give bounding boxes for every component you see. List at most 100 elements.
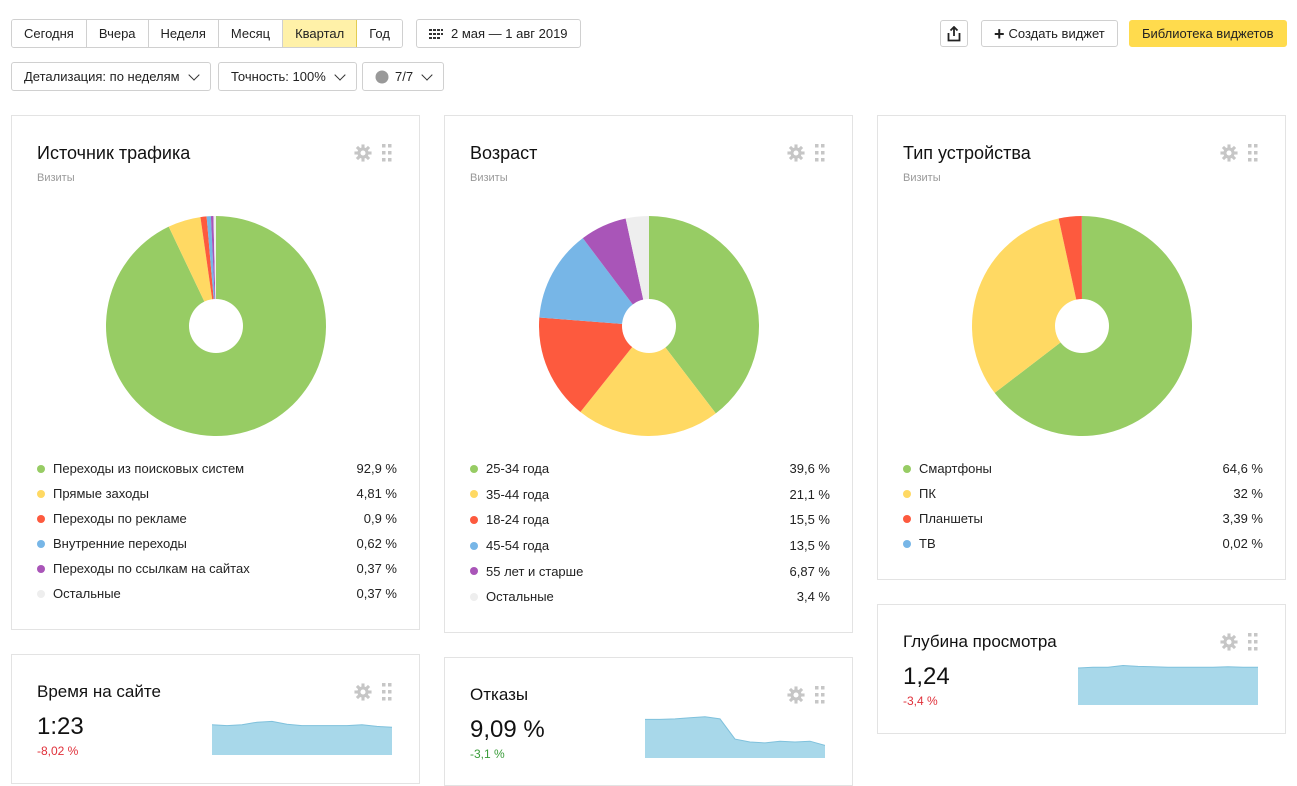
- legend-label: Смартфоны: [919, 461, 992, 476]
- detail-dropdown[interactable]: Детализация: по неделям: [11, 62, 211, 91]
- legend-item[interactable]: 35-44 года 21,1 %: [470, 482, 830, 508]
- create-widget-label: Создать виджет: [1008, 26, 1105, 41]
- legend-item[interactable]: 25-34 года 39,6 %: [470, 456, 830, 482]
- legend-value: 32 %: [1233, 486, 1263, 501]
- legend-item[interactable]: Прямые заходы 4,81 %: [37, 481, 397, 506]
- widget-time-on-site: Время на сайте 1:23 -8,02 %: [11, 654, 420, 784]
- period-tab-month[interactable]: Месяц: [218, 20, 284, 47]
- export-button[interactable]: [940, 20, 968, 47]
- chevron-down-icon: [187, 68, 200, 81]
- legend-value: 0,37 %: [356, 561, 397, 576]
- legend-item[interactable]: Остальные 3,4 %: [470, 584, 830, 610]
- legend-value: 39,6 %: [789, 461, 830, 477]
- pie-chart: [106, 216, 326, 436]
- sparkline-line: [212, 720, 392, 728]
- legend-dot: [37, 539, 45, 548]
- legend-value: 92,9 %: [356, 461, 397, 476]
- gear-icon[interactable]: [1220, 144, 1238, 162]
- widget-bounce-rate: Отказы 9,09 % -3,1 %: [444, 657, 853, 786]
- metric-value: 1:23: [37, 713, 84, 740]
- pie-slice-1[interactable]: [168, 217, 216, 326]
- legend-label: ПК: [919, 486, 936, 501]
- widget-library-button[interactable]: Библиотека виджетов: [1129, 20, 1287, 47]
- pie-slice-1[interactable]: [580, 326, 716, 436]
- drag-handle-icon[interactable]: [382, 683, 392, 701]
- legend-dot: [37, 589, 45, 598]
- period-tab-yesterday[interactable]: Вчера: [86, 20, 149, 47]
- legend-dot: [470, 464, 478, 473]
- pie-hole: [189, 299, 243, 353]
- sparkline-line: [1078, 664, 1258, 669]
- legend-item[interactable]: ТВ 0,02 %: [903, 531, 1263, 556]
- legend-value: 64,6 %: [1222, 461, 1263, 476]
- drag-handle-icon[interactable]: [1248, 633, 1258, 651]
- widget-title: Глубина просмотра: [903, 632, 1057, 651]
- widget-title: Время на сайте: [37, 682, 161, 701]
- legend-dot: [470, 541, 478, 550]
- pie-slice-5[interactable]: [213, 216, 216, 326]
- drag-handle-icon[interactable]: [815, 686, 825, 704]
- gear-icon[interactable]: [354, 144, 372, 162]
- period-tab-quarter[interactable]: Квартал: [283, 20, 358, 47]
- pie-slice-4[interactable]: [582, 218, 649, 326]
- widget-page-depth: Глубина просмотра 1,24 -3,4 %: [877, 604, 1286, 734]
- legend-dot: [37, 514, 45, 523]
- pie-slice-1[interactable]: [972, 218, 1082, 393]
- legend-dot: [37, 489, 45, 498]
- gear-icon[interactable]: [787, 144, 805, 162]
- legend-value: 21,1 %: [789, 486, 830, 502]
- legend-item[interactable]: Переходы по рекламе 0,9 %: [37, 506, 397, 531]
- legend-dot: [470, 567, 478, 576]
- date-range-picker[interactable]: 2 мая — 1 авг 2019: [416, 19, 581, 48]
- legend-item[interactable]: Внутренние переходы 0,62 %: [37, 531, 397, 556]
- segment-icon: [375, 70, 389, 83]
- legend-item[interactable]: Переходы по ссылкам на сайтах 0,37 %: [37, 556, 397, 581]
- legend-item[interactable]: 45-54 года 13,5 %: [470, 533, 830, 559]
- pie-slice-3[interactable]: [539, 238, 649, 326]
- metric-delta: -8,02 %: [37, 744, 79, 758]
- pie-slice-5[interactable]: [625, 216, 649, 326]
- widget-subtitle: Визиты: [37, 172, 75, 184]
- drag-handle-icon[interactable]: [815, 144, 825, 162]
- period-tab-week[interactable]: Неделя: [148, 20, 219, 47]
- legend-item[interactable]: Планшеты 3,39 %: [903, 506, 1263, 531]
- legend-label: Планшеты: [919, 511, 983, 526]
- accuracy-dropdown[interactable]: Точность: 100%: [218, 62, 357, 91]
- sparkline: [645, 716, 825, 758]
- drag-handle-icon[interactable]: [382, 144, 392, 162]
- legend-dot: [470, 515, 478, 524]
- widget-title: Возраст: [470, 143, 538, 163]
- legend-value: 3,4 %: [796, 589, 830, 605]
- legend-item[interactable]: 55 лет и старше 6,87 %: [470, 558, 830, 584]
- pie-slice-2[interactable]: [539, 317, 649, 412]
- gear-icon[interactable]: [354, 683, 372, 701]
- pie-slice-4[interactable]: [210, 216, 216, 326]
- pie-slice-0[interactable]: [649, 216, 759, 414]
- legend-label: Остальные: [53, 586, 121, 601]
- legend-dot: [37, 464, 45, 473]
- metric-value: 1,24: [903, 663, 950, 690]
- legend-dot: [903, 464, 911, 473]
- drag-handle-icon[interactable]: [1248, 144, 1258, 162]
- legend-value: 13,5 %: [789, 538, 830, 554]
- legend-value: 0,9 %: [363, 511, 397, 526]
- segments-dropdown[interactable]: 7/7: [362, 62, 445, 91]
- widget-age: Возраст Визиты 25-34 года 39,6 % 35-44 год…: [444, 115, 853, 633]
- gear-icon[interactable]: [787, 686, 805, 704]
- gear-icon[interactable]: [1220, 633, 1238, 651]
- pie-slice-2[interactable]: [200, 216, 216, 326]
- period-selector: Сегодня Вчера Неделя Месяц Квартал Год: [11, 19, 403, 48]
- legend-item[interactable]: Переходы из поисковых систем 92,9 %: [37, 456, 397, 481]
- legend-item[interactable]: Остальные 0,37 %: [37, 581, 397, 606]
- legend-item[interactable]: ПК 32 %: [903, 481, 1263, 506]
- legend-item[interactable]: 18-24 года 15,5 %: [470, 507, 830, 533]
- pie-slice-3[interactable]: [206, 216, 216, 326]
- legend-item[interactable]: Смартфоны 64,6 %: [903, 456, 1263, 481]
- legend-value: 0,02 %: [1222, 536, 1263, 551]
- period-tab-today[interactable]: Сегодня: [12, 20, 87, 47]
- pie-chart: [972, 216, 1192, 436]
- metric-value: 9,09 %: [470, 716, 545, 743]
- pie-slice-2[interactable]: [1058, 216, 1082, 326]
- period-tab-year[interactable]: Год: [357, 20, 402, 47]
- create-widget-button[interactable]: + Создать виджет: [981, 20, 1118, 47]
